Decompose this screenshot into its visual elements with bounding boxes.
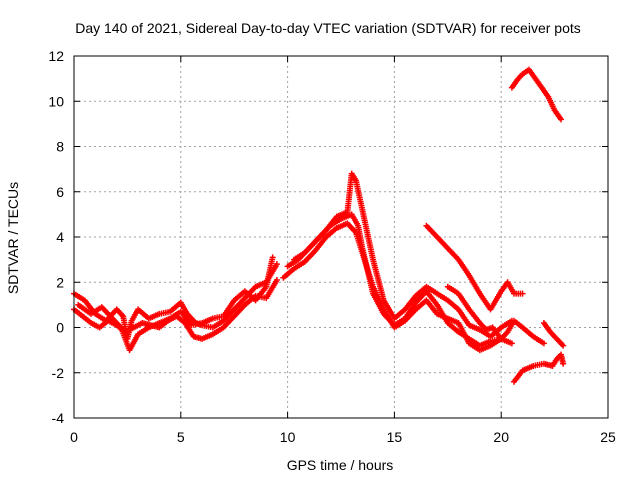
data-point (560, 360, 567, 367)
series-track-e (291, 170, 515, 340)
y-tick-label: 6 (56, 184, 64, 200)
y-tick-label: 0 (56, 320, 64, 336)
chart-title: Day 140 of 2021, Sidereal Day-to-day VTE… (75, 20, 581, 36)
series-track-a (71, 261, 280, 342)
y-tick-label: 12 (48, 48, 64, 64)
x-tick-label: 20 (493, 429, 509, 445)
y-tick-label: 4 (56, 229, 64, 245)
y-tick-label: 10 (48, 93, 64, 109)
axes: 0 5 10 15 20 25 -4 -2 0 2 4 6 8 10 12 (48, 48, 616, 445)
series-track-f (280, 220, 505, 354)
x-tick-label: 10 (280, 429, 296, 445)
y-tick-label: 8 (56, 139, 64, 155)
data-point (508, 340, 515, 347)
series-track-g (423, 222, 526, 313)
y-axis-label: SDTVAR / TECUs (5, 182, 21, 294)
data-point (519, 290, 526, 297)
x-axis-label: GPS time / hours (287, 457, 394, 473)
data-points (71, 66, 567, 385)
y-tick-label: -2 (52, 365, 65, 381)
series-track-c (75, 254, 276, 354)
data-point (560, 342, 567, 349)
series-track-k (540, 319, 567, 349)
y-tick-label: -4 (52, 410, 65, 426)
y-tick-label: 2 (56, 274, 64, 290)
data-point (273, 261, 280, 268)
x-tick-label: 0 (70, 429, 78, 445)
x-tick-label: 5 (177, 429, 185, 445)
gridlines (74, 56, 608, 418)
x-tick-label: 25 (600, 429, 616, 445)
series-track-j (511, 351, 567, 385)
x-tick-label: 15 (387, 429, 403, 445)
data-point (558, 116, 565, 123)
series-track-i (508, 66, 565, 123)
series-track-h (444, 283, 547, 347)
data-point (540, 340, 547, 347)
data-point (273, 276, 280, 283)
data-point (269, 254, 276, 261)
